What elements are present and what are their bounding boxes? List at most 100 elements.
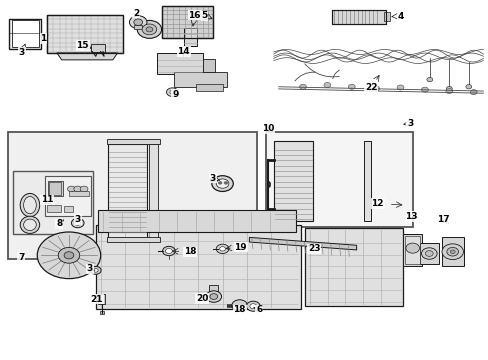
- Ellipse shape: [23, 197, 36, 214]
- Bar: [98, 211, 295, 232]
- Circle shape: [75, 221, 81, 225]
- Ellipse shape: [20, 193, 40, 217]
- Bar: [108, 144, 147, 239]
- Text: 19: 19: [234, 243, 246, 252]
- Text: 20: 20: [196, 294, 208, 303]
- Circle shape: [74, 186, 81, 192]
- Circle shape: [58, 247, 80, 263]
- Circle shape: [231, 300, 247, 311]
- Text: 9: 9: [172, 90, 178, 99]
- Bar: [203, 59, 215, 72]
- Bar: [419, 243, 438, 264]
- Text: 14: 14: [177, 47, 189, 56]
- Bar: [12, 21, 39, 47]
- Circle shape: [211, 176, 233, 192]
- Text: 2: 2: [133, 9, 139, 18]
- Circle shape: [219, 247, 225, 251]
- Bar: [157, 53, 203, 74]
- Circle shape: [209, 294, 217, 300]
- Circle shape: [165, 248, 172, 253]
- Polygon shape: [57, 53, 118, 60]
- Bar: [161, 6, 212, 39]
- Bar: [161, 6, 212, 39]
- Text: 18: 18: [233, 305, 245, 314]
- Bar: [227, 304, 232, 307]
- Bar: [383, 12, 389, 22]
- Bar: [405, 235, 419, 264]
- Text: 15: 15: [76, 41, 89, 50]
- Bar: [305, 228, 402, 306]
- Circle shape: [162, 246, 175, 256]
- Bar: [48, 181, 62, 196]
- Circle shape: [347, 84, 354, 89]
- Bar: [331, 10, 385, 24]
- Circle shape: [469, 90, 476, 95]
- Circle shape: [166, 88, 178, 96]
- Circle shape: [405, 243, 419, 253]
- Ellipse shape: [20, 216, 40, 233]
- Circle shape: [299, 84, 306, 89]
- Text: 8: 8: [56, 219, 62, 228]
- Circle shape: [396, 85, 403, 90]
- Circle shape: [93, 269, 98, 272]
- Circle shape: [324, 82, 330, 87]
- Bar: [441, 237, 463, 266]
- Circle shape: [169, 90, 174, 94]
- Circle shape: [90, 266, 101, 274]
- Bar: [273, 140, 312, 221]
- Bar: [363, 140, 370, 221]
- Circle shape: [134, 19, 142, 26]
- Circle shape: [71, 219, 84, 228]
- Text: 12: 12: [370, 199, 383, 208]
- Circle shape: [446, 247, 458, 256]
- Bar: [173, 72, 227, 87]
- Circle shape: [67, 186, 75, 192]
- Text: 17: 17: [436, 215, 449, 224]
- Bar: [149, 144, 158, 239]
- Text: 3: 3: [209, 174, 216, 183]
- Circle shape: [216, 179, 228, 188]
- Bar: [134, 25, 142, 30]
- Text: 3: 3: [87, 265, 93, 274]
- Text: 7: 7: [18, 253, 24, 262]
- Circle shape: [146, 27, 153, 32]
- Text: 11: 11: [41, 195, 53, 204]
- Circle shape: [426, 77, 432, 82]
- Circle shape: [249, 304, 256, 309]
- Bar: [107, 237, 159, 242]
- Bar: [96, 225, 300, 309]
- Bar: [107, 139, 159, 144]
- Circle shape: [216, 244, 228, 253]
- Text: 21: 21: [90, 294, 103, 303]
- Ellipse shape: [23, 219, 36, 230]
- Circle shape: [80, 186, 88, 192]
- Circle shape: [142, 24, 157, 35]
- Circle shape: [64, 252, 74, 259]
- Text: 1: 1: [41, 34, 47, 43]
- Text: 16: 16: [188, 10, 201, 19]
- Circle shape: [129, 16, 147, 29]
- Bar: [13, 171, 93, 234]
- Circle shape: [465, 85, 471, 89]
- Circle shape: [205, 291, 221, 302]
- Circle shape: [218, 181, 222, 184]
- Text: 22: 22: [364, 83, 377, 92]
- Bar: [100, 311, 103, 315]
- Text: 5: 5: [201, 11, 207, 20]
- Bar: [47, 205, 61, 212]
- Bar: [331, 10, 385, 24]
- Text: 3: 3: [407, 119, 412, 128]
- Circle shape: [372, 86, 379, 91]
- Bar: [209, 285, 218, 291]
- Circle shape: [441, 244, 463, 260]
- Circle shape: [425, 251, 432, 256]
- Circle shape: [224, 181, 227, 184]
- Circle shape: [449, 250, 454, 253]
- Circle shape: [137, 21, 161, 39]
- Bar: [9, 19, 41, 49]
- Circle shape: [421, 248, 436, 259]
- Polygon shape: [249, 237, 356, 250]
- Circle shape: [246, 301, 260, 311]
- Bar: [183, 28, 197, 45]
- Bar: [195, 84, 222, 91]
